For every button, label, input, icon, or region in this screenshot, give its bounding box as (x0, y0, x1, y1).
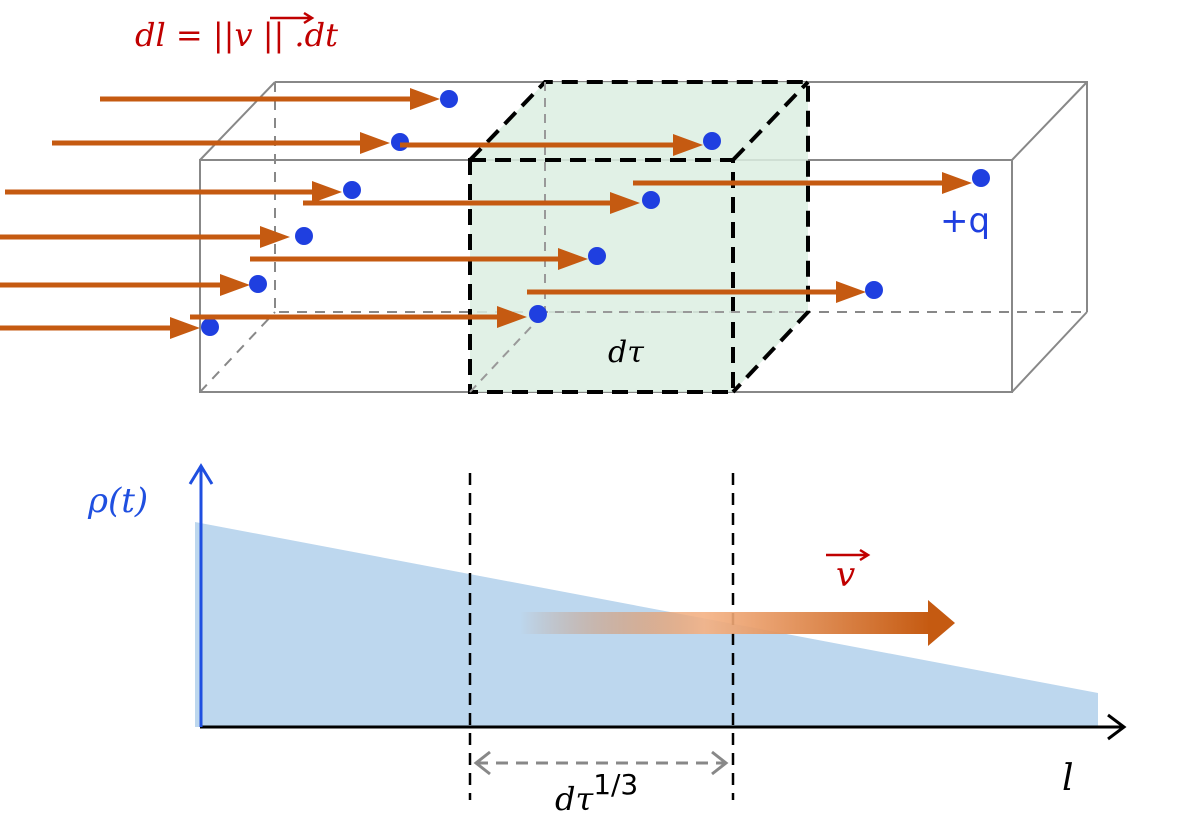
conductor-box (199, 81, 1088, 393)
axis-label: l (1062, 758, 1074, 799)
volume-boundary-lines (468, 473, 735, 800)
arrowhead-icon (260, 226, 290, 248)
arrowhead-icon (836, 281, 866, 303)
charge-dot (703, 132, 721, 150)
charge-dot (642, 191, 660, 209)
velocity-arrow-shaft (520, 612, 930, 634)
arrowhead-icon (558, 248, 588, 270)
arrowhead-icon (220, 274, 250, 296)
arrowhead-icon (312, 181, 342, 203)
arrowhead-icon (410, 88, 440, 110)
arrowhead-icon (170, 317, 200, 339)
velocity-arrowhead-icon (928, 600, 955, 646)
charge-dot (440, 90, 458, 108)
arrowhead-icon (360, 132, 390, 154)
charge-dot (865, 281, 883, 299)
velocity-label: v (836, 555, 855, 595)
charge-dot (391, 133, 409, 151)
density-label: ρ(t) (87, 481, 148, 521)
arrowhead-icon (497, 306, 527, 328)
width-dimension-arrowheads-icon (473, 750, 729, 776)
width-label: dτ1/3 (555, 768, 638, 818)
charge-dot (295, 227, 313, 245)
arrowhead-icon (610, 192, 640, 214)
formula-vector-arrow-icon (270, 11, 315, 25)
charge-dot (972, 169, 990, 187)
formula: dl = ||v || .dt (135, 16, 338, 54)
l-axis-arrowhead-icon (1107, 713, 1127, 741)
arrowhead-icon (673, 134, 703, 156)
velocity-vector-arrow-icon (826, 548, 871, 562)
charge-dot (249, 275, 267, 293)
charge-label: +q (940, 201, 990, 241)
density-axis-arrowhead-icon (188, 463, 214, 485)
charge-arrows (0, 88, 990, 339)
charge-dot (588, 247, 606, 265)
arrowhead-icon (942, 172, 972, 194)
charge-dot (343, 181, 361, 199)
volume-label: dτ (608, 335, 644, 370)
charge-dot (201, 318, 219, 336)
charge-dot (529, 305, 547, 323)
